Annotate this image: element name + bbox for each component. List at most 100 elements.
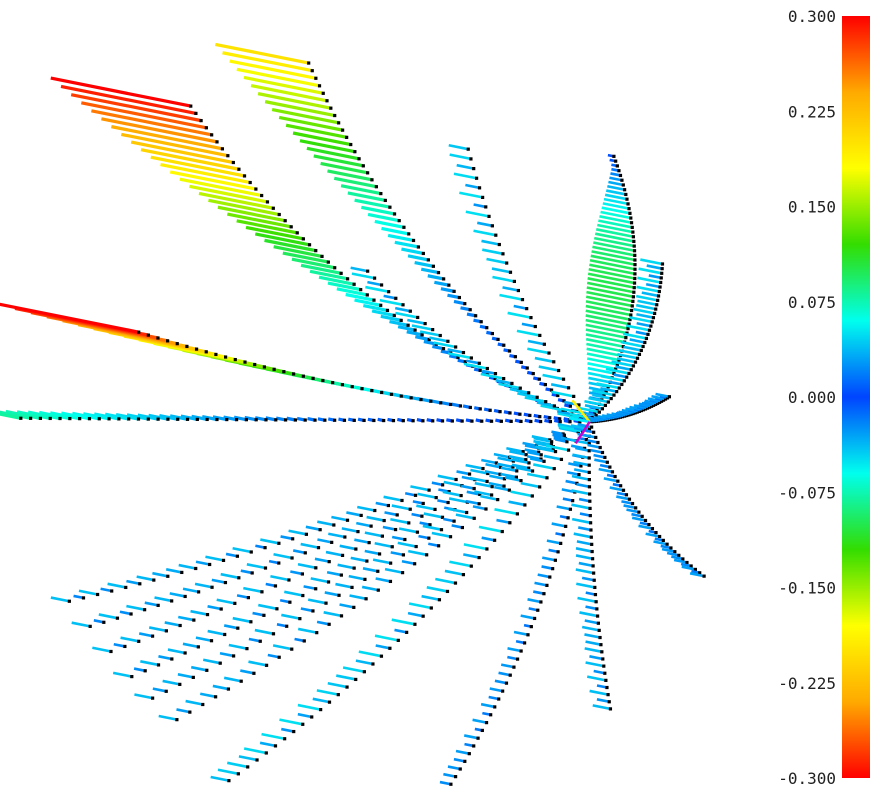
data-point bbox=[568, 507, 573, 511]
value-segment bbox=[589, 263, 636, 276]
data-point bbox=[255, 758, 259, 762]
data-point bbox=[597, 410, 601, 414]
value-segment bbox=[602, 202, 630, 210]
value-segment bbox=[212, 684, 229, 691]
value-segment bbox=[276, 623, 287, 628]
value-segment bbox=[348, 574, 366, 581]
data-point bbox=[342, 418, 347, 422]
value-segment bbox=[317, 520, 335, 527]
value-segment bbox=[508, 455, 527, 461]
data-point bbox=[176, 417, 180, 421]
data-point bbox=[345, 518, 350, 522]
value-segment bbox=[398, 527, 418, 534]
data-point bbox=[647, 522, 651, 527]
value-segment bbox=[673, 558, 688, 564]
data-point bbox=[456, 355, 460, 360]
data-point bbox=[239, 679, 243, 683]
data-point bbox=[649, 404, 654, 408]
data-point bbox=[702, 574, 706, 578]
data-point bbox=[405, 630, 409, 634]
data-point bbox=[446, 339, 450, 343]
value-segment bbox=[585, 300, 632, 312]
data-point bbox=[109, 649, 113, 654]
value-segment bbox=[497, 456, 514, 463]
value-segment bbox=[559, 425, 583, 433]
data-point bbox=[508, 673, 512, 677]
data-point bbox=[274, 418, 278, 422]
data-point bbox=[627, 322, 631, 326]
value-segment bbox=[626, 508, 640, 514]
data-point bbox=[150, 634, 155, 638]
value-segment bbox=[447, 293, 460, 300]
data-point bbox=[588, 492, 592, 496]
data-point bbox=[110, 589, 114, 593]
data-point bbox=[318, 528, 322, 532]
value-segment bbox=[554, 438, 568, 444]
data-point bbox=[665, 542, 669, 546]
value-segment bbox=[585, 591, 596, 596]
data-point bbox=[631, 295, 636, 299]
data-point bbox=[244, 418, 248, 422]
value-segment bbox=[297, 627, 317, 634]
data-point bbox=[440, 515, 445, 519]
value-segment bbox=[410, 485, 430, 492]
data-point bbox=[429, 399, 433, 403]
value-segment bbox=[456, 163, 474, 170]
value-segment bbox=[219, 651, 234, 658]
value-segment bbox=[323, 611, 342, 618]
value-segment bbox=[536, 401, 555, 408]
data-point bbox=[329, 106, 333, 110]
data-point bbox=[107, 417, 111, 421]
value-segment bbox=[621, 500, 633, 505]
data-point bbox=[333, 266, 337, 270]
data-point bbox=[411, 238, 416, 243]
value-segment bbox=[648, 274, 662, 280]
data-point bbox=[223, 580, 228, 585]
data-point bbox=[601, 657, 605, 661]
data-point bbox=[643, 340, 647, 345]
data-point bbox=[643, 518, 648, 523]
data-point bbox=[539, 457, 543, 461]
value-segment bbox=[100, 587, 112, 593]
value-segment bbox=[362, 567, 379, 573]
data-point bbox=[263, 546, 267, 550]
data-point bbox=[323, 418, 327, 422]
data-point bbox=[250, 571, 254, 575]
value-segment bbox=[635, 330, 649, 336]
value-segment bbox=[381, 226, 410, 236]
data-point bbox=[494, 461, 499, 465]
data-point bbox=[288, 600, 292, 604]
data-point bbox=[562, 399, 566, 403]
value-segment bbox=[320, 161, 368, 175]
value-segment bbox=[290, 570, 303, 576]
data-point bbox=[434, 495, 438, 500]
value-segment bbox=[603, 197, 629, 206]
data-point bbox=[537, 450, 541, 454]
data-point bbox=[327, 622, 331, 626]
value-segment bbox=[540, 404, 564, 412]
value-segment bbox=[126, 604, 145, 611]
data-point bbox=[552, 467, 556, 471]
colorbar-tick-label: -0.075 bbox=[778, 483, 836, 502]
value-segment bbox=[516, 329, 541, 337]
data-point bbox=[388, 205, 392, 209]
data-point bbox=[129, 612, 133, 616]
data-point bbox=[339, 614, 344, 618]
data-point bbox=[226, 687, 231, 691]
data-point bbox=[632, 249, 637, 253]
data-point bbox=[152, 578, 156, 582]
data-point bbox=[379, 191, 383, 196]
data-point bbox=[385, 308, 390, 313]
data-point bbox=[463, 360, 467, 364]
data-point bbox=[559, 457, 564, 462]
data-point bbox=[448, 535, 453, 539]
data-point bbox=[413, 562, 417, 566]
data-point bbox=[529, 419, 533, 424]
data-point bbox=[508, 411, 512, 415]
value-segment bbox=[493, 452, 511, 459]
value-segment bbox=[411, 324, 433, 331]
value-segment bbox=[238, 755, 258, 762]
data-point bbox=[458, 404, 463, 408]
value-segment bbox=[605, 367, 630, 375]
value-segment bbox=[195, 560, 210, 566]
